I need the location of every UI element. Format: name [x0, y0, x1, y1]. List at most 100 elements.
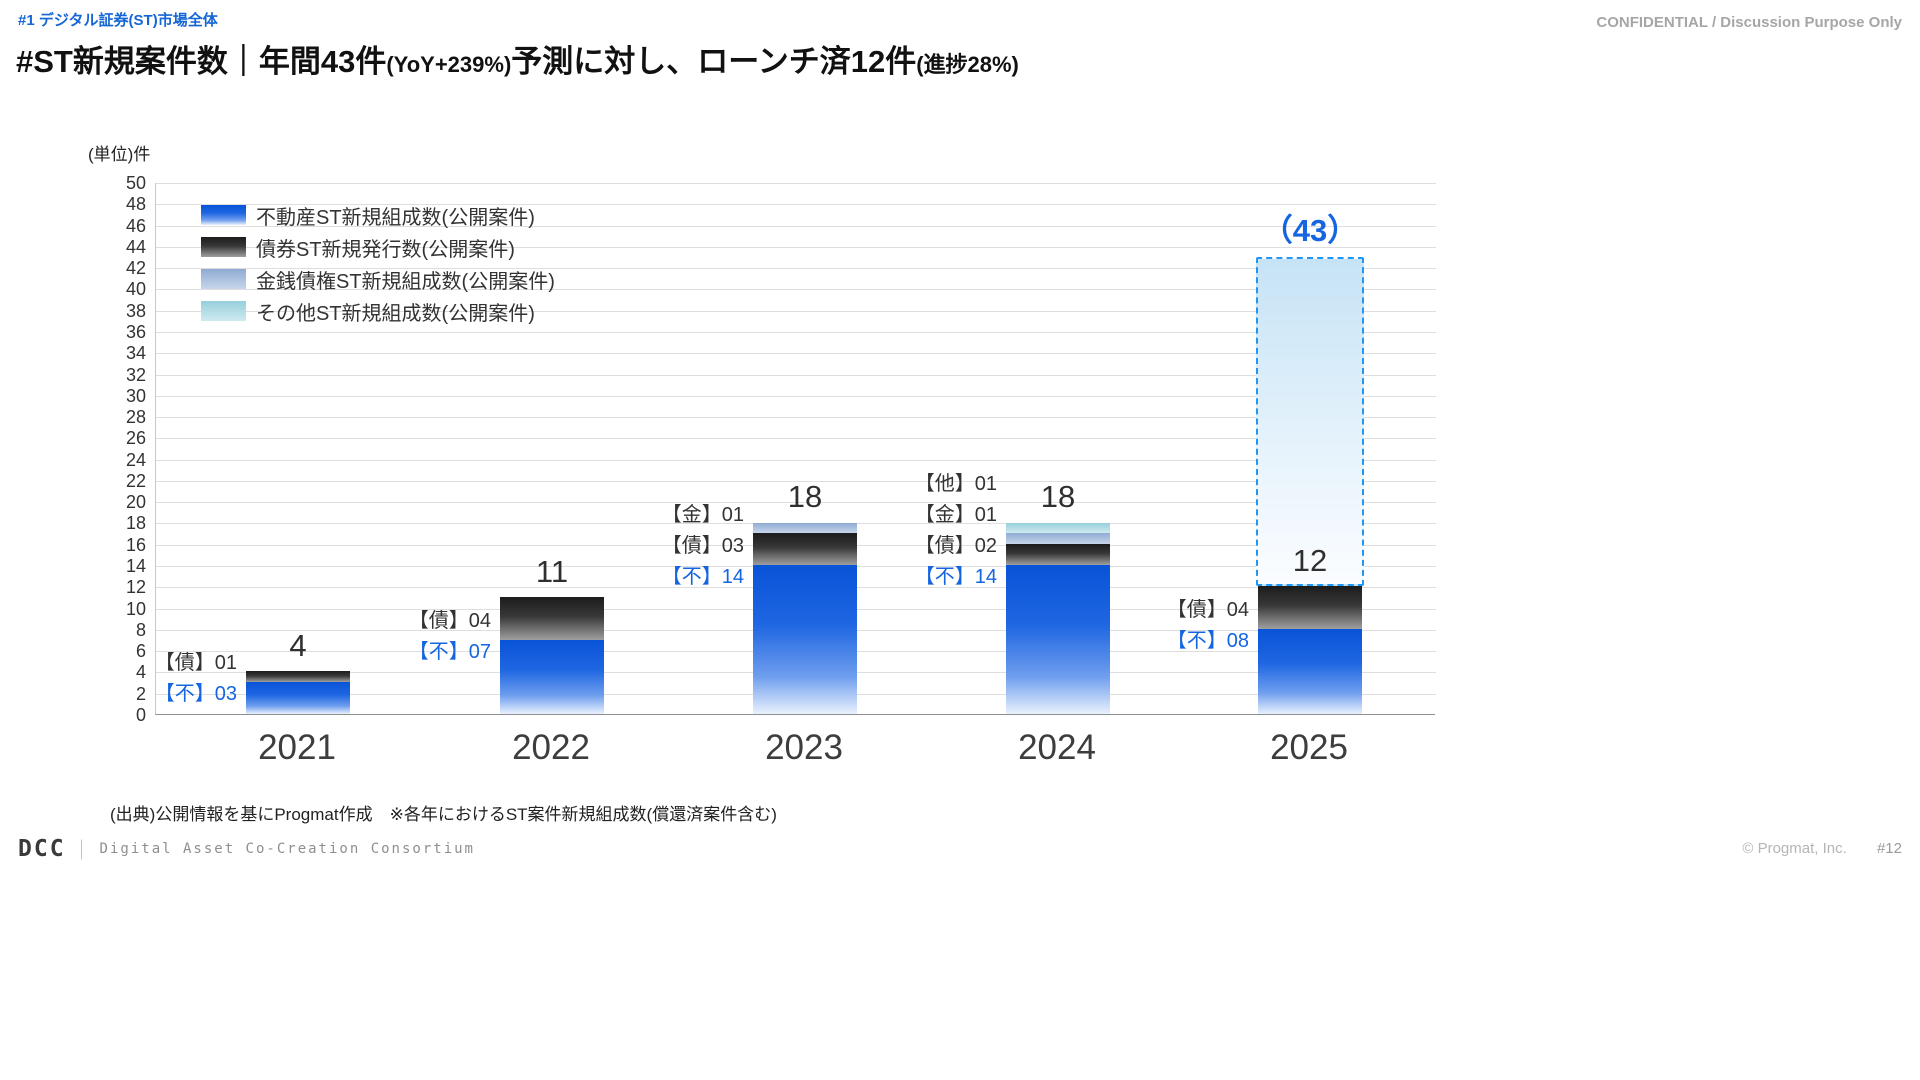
- bar-annotation-label: 【他】01: [914, 473, 997, 496]
- bar-annotation-label: 【債】02: [914, 535, 997, 558]
- bar-annotation-label: 【金】01: [661, 504, 744, 527]
- legend-item: 不動産ST新規組成数(公開案件): [201, 199, 555, 231]
- legend-color-chip-monetary-claim: [201, 269, 246, 289]
- footer-copyright: © Progmat, Inc.: [1742, 840, 1847, 857]
- bar-annotation-label: 【債】03: [661, 535, 744, 558]
- legend-label: 不動産ST新規組成数(公開案件): [256, 206, 535, 229]
- y-axis-tick-label: 34: [125, 343, 146, 364]
- y-axis-tick-label: 6: [135, 641, 146, 662]
- footer-brand: DCC ｜ Digital Asset Co-Creation Consorti…: [18, 834, 475, 863]
- bar-segment-real-estate: [753, 565, 857, 714]
- legend-color-chip-other: [201, 301, 246, 321]
- bar-annotation-label: 【債】01: [154, 652, 237, 675]
- x-axis-label: 2021: [258, 728, 336, 767]
- bar-annotation-label: 【不】07: [408, 640, 491, 663]
- gridline: [156, 289, 1436, 291]
- y-axis-tick-label: 18: [125, 513, 146, 534]
- footer-divider: ｜: [71, 840, 92, 862]
- x-axis-label: 2022: [512, 728, 590, 767]
- gridline: [156, 480, 1436, 482]
- y-axis: 0 2 4 6 8 10 12 14 16 18 20 22 24 26 28 30 32 34 36 38 40 42 4…: [56, 173, 146, 725]
- bar-segment-bond: [1006, 543, 1110, 566]
- gridline: [156, 459, 1436, 461]
- dcc-logo: DCC: [18, 835, 66, 862]
- footer-consortium-name: Digital Asset Co-Creation Consortium: [99, 840, 475, 857]
- chart-legend: 不動産ST新規組成数(公開案件) 債券ST新規発行数(公開案件) 金銭債権ST新規組…: [201, 199, 555, 327]
- bar-total-label: 12: [1292, 543, 1328, 579]
- bar-annotations: 【金】01 【債】03 【不】14: [614, 500, 744, 593]
- y-axis-tick-label: 16: [125, 534, 146, 555]
- y-axis-tick-label: 22: [125, 470, 146, 491]
- y-axis-tick-label: 0: [135, 705, 146, 725]
- bar-annotations: 【他】01 【金】01 【債】02 【不】14: [867, 469, 997, 593]
- y-axis-tick-label: 4: [135, 662, 146, 683]
- bar-annotation-label: 【不】14: [661, 566, 744, 589]
- legend-item: その他ST新規組成数(公開案件): [201, 295, 555, 327]
- bar-segment-real-estate: [500, 639, 604, 714]
- bar-total-label: 18: [1040, 479, 1076, 515]
- x-axis: 2021 2022 2023 2024 2025: [155, 728, 1435, 782]
- gridline: [156, 246, 1436, 248]
- y-axis-tick-label: 44: [125, 236, 146, 257]
- x-axis-label: 2025: [1270, 728, 1348, 767]
- bar-annotation-label: 【不】08: [1166, 629, 1249, 652]
- page-title-part: (YoY+239%): [386, 52, 512, 77]
- y-axis-tick-label: 36: [125, 321, 146, 342]
- page-title-part: 予測に対し、ローンチ済12件: [511, 44, 917, 79]
- y-axis-tick-label: 2: [135, 683, 146, 704]
- legend-item: 金銭債権ST新規組成数(公開案件): [201, 263, 555, 295]
- gridline: [156, 331, 1436, 333]
- confidential-note: CONFIDENTIAL / Discussion Purpose Only: [1596, 14, 1902, 31]
- y-axis-tick-label: 10: [125, 598, 146, 619]
- projection-total-label: （43）: [1261, 213, 1359, 249]
- projection-box: [1256, 256, 1364, 587]
- bar-annotations: 【債】04 【不】08: [1119, 595, 1249, 657]
- legend-label: その他ST新規組成数(公開案件): [256, 302, 535, 325]
- x-axis-label: 2024: [1018, 728, 1096, 767]
- y-axis-unit-label: (単位)件: [88, 145, 151, 164]
- y-axis-tick-label: 12: [125, 577, 146, 598]
- y-axis-tick-label: 32: [125, 364, 146, 385]
- gridline: [156, 183, 1436, 184]
- y-axis-tick-label: 8: [135, 619, 146, 640]
- y-axis-tick-label: 24: [125, 449, 146, 470]
- page-title-part: (進捗28%): [916, 52, 1019, 77]
- bar-annotation-label: 【金】01: [914, 504, 997, 527]
- y-axis-tick-label: 14: [125, 556, 146, 577]
- source-note: (出典)公開情報を基にProgmat作成 ※各年におけるST案件新規組成数(償還…: [110, 805, 777, 824]
- gridline: [156, 204, 1436, 206]
- gridline: [156, 310, 1436, 312]
- gridline: [156, 374, 1436, 376]
- bar-annotation-label: 【債】04: [1166, 598, 1249, 621]
- legend-item: 債券ST新規発行数(公開案件): [201, 231, 555, 263]
- gridline: [156, 353, 1436, 355]
- bar-segment-monetary-claim: [1006, 533, 1110, 544]
- y-axis-tick-label: 50: [125, 173, 146, 193]
- bar-segment-bond: [246, 671, 350, 683]
- bar-total-label: 18: [787, 479, 823, 515]
- y-axis-tick-label: 20: [125, 492, 146, 513]
- legend-color-chip-real-estate: [201, 205, 246, 225]
- gridline: [156, 268, 1436, 270]
- bar-total-label: 11: [535, 553, 569, 589]
- y-axis-tick-label: 42: [125, 258, 146, 279]
- footer-meta: © Progmat, Inc. #12: [1742, 840, 1902, 857]
- y-axis-tick-label: 38: [125, 300, 146, 321]
- gridline: [156, 502, 1436, 504]
- y-axis-tick-label: 26: [125, 428, 146, 449]
- bar-annotation-label: 【債】04: [408, 609, 491, 632]
- y-axis-tick-label: 46: [125, 215, 146, 236]
- bar-segment-other: [1006, 522, 1110, 534]
- bar-segment-real-estate: [246, 682, 350, 714]
- bar-total-label: 4: [289, 628, 307, 664]
- page-title: #ST新規案件数｜年間43件(YoY+239%)予測に対し、ローンチ済12件(進…: [16, 36, 1019, 81]
- y-axis-tick-label: 30: [125, 385, 146, 406]
- bar-segment-bond: [753, 533, 857, 566]
- y-axis-tick-label: 28: [125, 407, 146, 428]
- bar-segment-real-estate: [1258, 628, 1362, 714]
- y-axis-tick-label: 40: [125, 279, 146, 300]
- footer-page-number: #12: [1876, 840, 1902, 857]
- legend-label: 債券ST新規発行数(公開案件): [256, 238, 515, 261]
- bar-segment-bond: [1258, 586, 1362, 629]
